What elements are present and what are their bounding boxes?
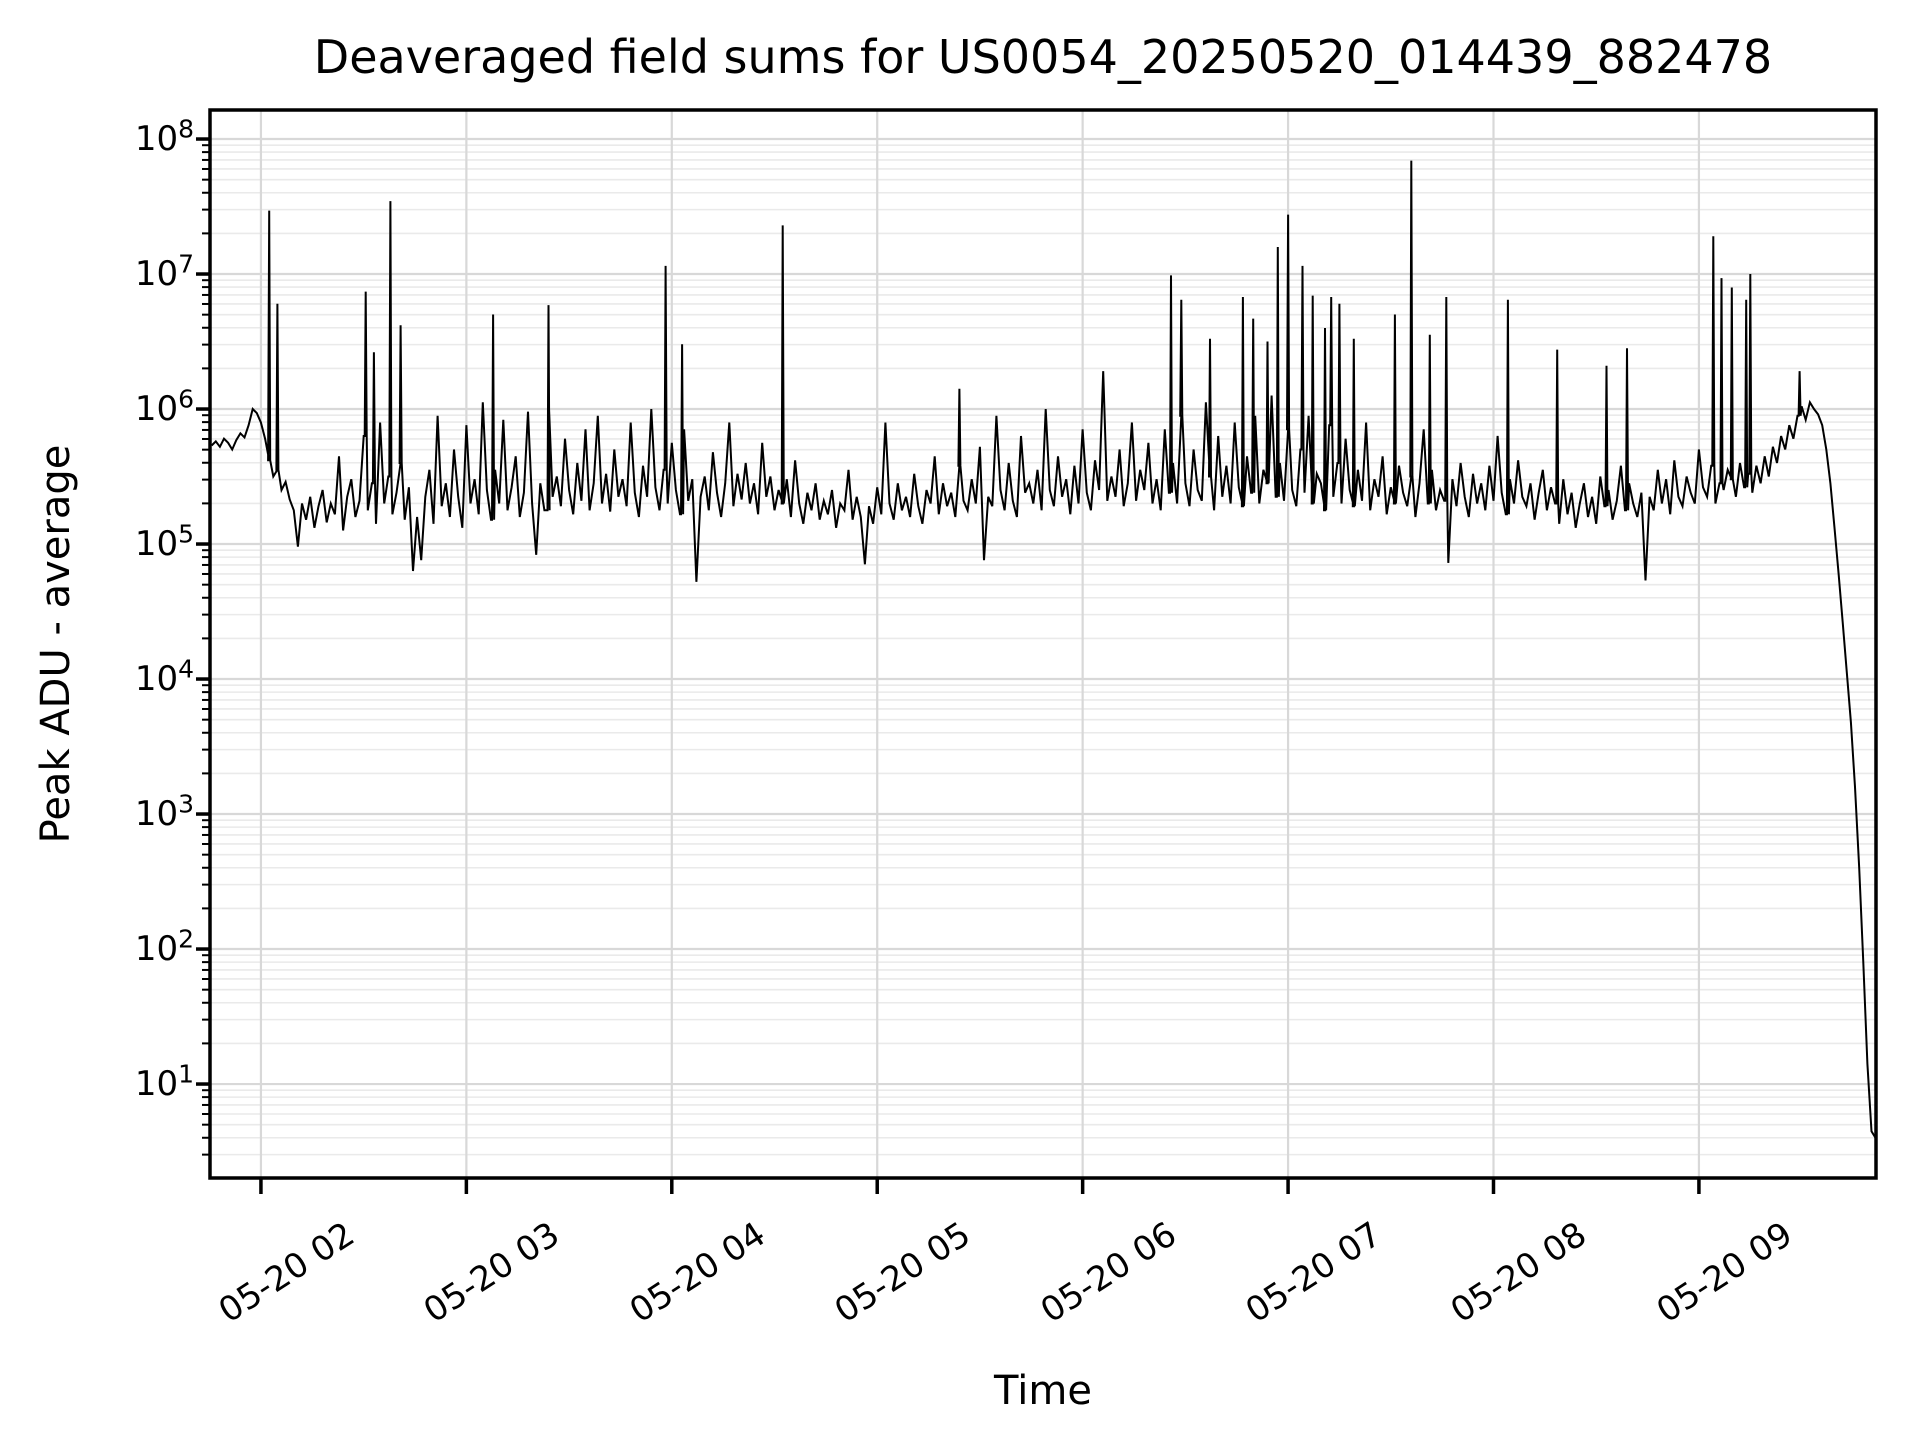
chart-title: Deaveraged field sums for US0054_2025052…	[313, 30, 1773, 84]
y-tick-label: 102	[134, 924, 194, 970]
y-axis-label: Peak ADU - average	[33, 444, 79, 844]
y-tick-label: 101	[134, 1059, 194, 1105]
y-tick-label: 108	[134, 114, 194, 160]
axes-spines	[208, 108, 1878, 1180]
data-series-line	[210, 160, 1876, 1139]
y-tick-label: 106	[134, 384, 194, 430]
x-axis-label: Time	[994, 1368, 1092, 1414]
y-tick-label: 103	[134, 789, 194, 835]
y-tick-label: 104	[134, 654, 194, 700]
y-tick-label: 105	[134, 519, 194, 565]
y-tick-label: 107	[134, 249, 194, 295]
